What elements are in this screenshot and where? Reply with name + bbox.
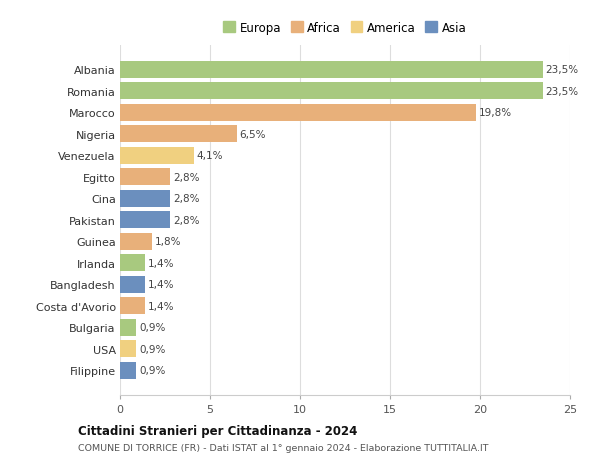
Text: 2,8%: 2,8% (173, 194, 200, 204)
Text: 23,5%: 23,5% (546, 87, 579, 96)
Bar (120, 276, 145, 293)
Text: 4,1%: 4,1% (197, 151, 223, 161)
Bar (120, 148, 194, 164)
Text: 0,9%: 0,9% (139, 323, 165, 333)
Text: COMUNE DI TORRICE (FR) - Dati ISTAT al 1° gennaio 2024 - Elaborazione TUTTITALIA: COMUNE DI TORRICE (FR) - Dati ISTAT al 1… (78, 443, 488, 452)
Bar (120, 83, 543, 100)
Text: 1,4%: 1,4% (148, 258, 175, 268)
Bar (120, 62, 543, 78)
Bar (120, 169, 170, 186)
Text: 0,9%: 0,9% (139, 365, 165, 375)
Text: 1,4%: 1,4% (148, 280, 175, 290)
Bar (120, 212, 170, 229)
Legend: Europa, Africa, America, Asia: Europa, Africa, America, Asia (218, 17, 472, 39)
Bar (120, 234, 152, 250)
Bar (120, 255, 145, 272)
Bar (120, 319, 136, 336)
Text: Cittadini Stranieri per Cittadinanza - 2024: Cittadini Stranieri per Cittadinanza - 2… (78, 425, 358, 437)
Text: 1,4%: 1,4% (148, 301, 175, 311)
Text: 2,8%: 2,8% (173, 215, 200, 225)
Bar (120, 105, 476, 121)
Bar (120, 298, 145, 314)
Text: 19,8%: 19,8% (479, 108, 512, 118)
Bar (120, 341, 136, 358)
Bar (120, 190, 170, 207)
Bar (120, 126, 237, 143)
Text: 2,8%: 2,8% (173, 173, 200, 182)
Text: 23,5%: 23,5% (546, 65, 579, 75)
Text: 0,9%: 0,9% (139, 344, 165, 354)
Bar (120, 362, 136, 379)
Text: 6,5%: 6,5% (240, 129, 266, 140)
Text: 1,8%: 1,8% (155, 237, 182, 247)
